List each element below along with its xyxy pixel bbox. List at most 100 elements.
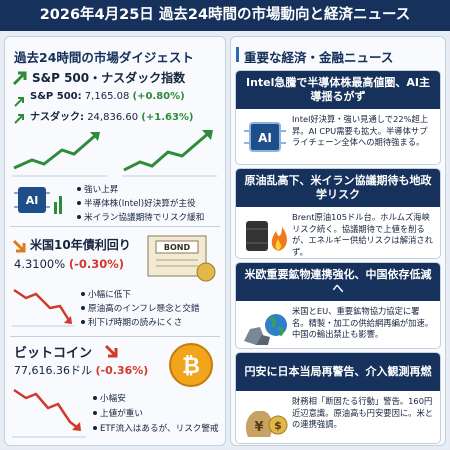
news-headline: 原油乱高下、米イラン協議期待も地政学リスク bbox=[236, 169, 440, 207]
decoration bbox=[249, 122, 281, 152]
news-headline: 円安に日本当局再警告、介入観測再燃 bbox=[236, 353, 440, 391]
decoration bbox=[14, 97, 24, 107]
news-body: 米国とEU、重要鉱物協力協定に署名。精製・加工の供給網再編が加速。中国の輸出禁止… bbox=[292, 306, 434, 339]
up-arrow bbox=[12, 70, 28, 86]
bullet: 上値が重い bbox=[92, 407, 143, 419]
down-arrow bbox=[12, 238, 26, 253]
decoration bbox=[169, 343, 213, 387]
chart-decor bbox=[12, 384, 86, 440]
quote-line: ナスダック: 24,836.60 (+1.63%) bbox=[30, 108, 194, 123]
bullet: 原油高のインフレ懸念と交錯 bbox=[80, 302, 199, 314]
decoration bbox=[275, 239, 282, 251]
quote-change: (+1.63%) bbox=[141, 112, 194, 123]
news-card: 米欧重要鉱物連携強化、中国依存低減へ米国とEU、重要鉱物協力協定に署名。精製・加… bbox=[235, 262, 441, 349]
news-body: Brent原油105ドル台。ホルムズ海峡リスク続く。協議期待で上値を削るが、エネ… bbox=[292, 212, 433, 257]
news-icon: AI bbox=[242, 117, 288, 157]
bullet: 利下げ時期の読みにくさ bbox=[80, 316, 182, 328]
quote-label: ナスダック: bbox=[30, 112, 84, 123]
chart-decor bbox=[12, 126, 217, 178]
chart-decor-svg bbox=[12, 130, 217, 177]
quote-value: 24,836.60 bbox=[87, 112, 139, 123]
decoration bbox=[246, 228, 268, 244]
decoration: ¥ bbox=[254, 420, 263, 435]
bond-icon: BOND bbox=[140, 232, 218, 284]
bullet: 米イラン協議期待でリスク緩和 bbox=[76, 211, 204, 223]
quote-change: (+0.80%) bbox=[132, 91, 185, 102]
bitcoin-icon-svg: ₿ bbox=[169, 343, 213, 387]
news-icon: ¥ $ bbox=[242, 397, 288, 441]
news-title: 重要な経済・金融ニュース bbox=[244, 50, 394, 65]
bitcoin-icon: ₿ bbox=[168, 342, 214, 388]
decoration bbox=[104, 344, 118, 358]
quote-line: 4.3100% (-0.30%) bbox=[14, 257, 124, 271]
news-icon-svg: AI bbox=[244, 122, 286, 152]
news-body: Intel好決算・強い見通しで22%超上昇。AI CPU需要も拡大。半導体サプラ… bbox=[292, 114, 429, 147]
section-title: S&P 500・ナスダック指数 bbox=[32, 71, 186, 85]
news-icon-svg bbox=[244, 314, 287, 345]
decoration bbox=[14, 192, 50, 208]
decoration bbox=[244, 130, 286, 144]
divider bbox=[10, 336, 220, 337]
bond-icon-svg: BOND bbox=[147, 235, 216, 282]
bullet: 小幅に低下 bbox=[80, 288, 131, 300]
decoration bbox=[72, 422, 81, 431]
decoration bbox=[13, 132, 98, 170]
news-card: 原油乱高下、米イラン協議期待も地政学リスク Brent原油105ドル台。ホルムズ海… bbox=[235, 168, 441, 259]
small-arrow-svg bbox=[14, 97, 24, 107]
decoration: AI bbox=[258, 131, 272, 145]
decoration bbox=[12, 71, 27, 86]
section-title: ビットコイン bbox=[14, 346, 93, 361]
decoration bbox=[269, 317, 284, 337]
bullet: ETF流入はあるが、リスク警戒 bbox=[92, 422, 219, 434]
quote-line: 77,616.36ドル (-0.36%) bbox=[14, 362, 148, 378]
decoration bbox=[90, 132, 100, 141]
news-icon bbox=[242, 307, 288, 347]
decoration bbox=[12, 239, 26, 253]
quote-value: 4.3100% bbox=[14, 257, 66, 271]
decoration bbox=[196, 262, 216, 282]
small-arrow bbox=[14, 92, 25, 107]
decoration bbox=[256, 335, 270, 345]
down-arrow bbox=[104, 343, 118, 358]
divider bbox=[10, 226, 220, 227]
header-title: 2026年4月25日 過去24時間の市場動向と経済ニュース bbox=[0, 0, 450, 31]
news-headline: 米欧重要鉱物連携強化、中国依存低減へ bbox=[236, 263, 440, 301]
decoration bbox=[271, 227, 287, 251]
news-card: Intel急騰で半導体株最高値圏、AI主導揺るがず Intel好決算・強い見通しで… bbox=[235, 70, 441, 165]
up-arrow-svg bbox=[12, 71, 27, 86]
decoration bbox=[245, 411, 273, 437]
decoration: AI bbox=[26, 194, 39, 207]
chart-decor bbox=[12, 282, 74, 328]
bullet: 半導体株(Intel)好決算が主役 bbox=[76, 197, 196, 209]
news-card: 円安に日本当局再警告、介入観測再燃財務相「断固たる行動」警告。160円近辺意識。… bbox=[235, 352, 441, 444]
decoration bbox=[268, 415, 288, 435]
small-arrow bbox=[14, 109, 25, 124]
decoration bbox=[156, 259, 198, 267]
market-title: 過去24時間の市場ダイジェスト bbox=[14, 50, 194, 65]
decoration bbox=[54, 202, 57, 214]
decoration bbox=[59, 196, 62, 214]
news-body: 財務相「断固たる行動」警告。160円近辺意識。原油高も円安要因に。米との連携強調… bbox=[292, 396, 434, 429]
quote-label: S&P 500: bbox=[30, 91, 82, 102]
quote-value: 7,165.08 bbox=[84, 91, 130, 102]
bullet: 強い上昇 bbox=[76, 183, 118, 195]
decoration bbox=[202, 130, 213, 140]
news-icon-svg: ¥ $ bbox=[245, 411, 288, 437]
decoration bbox=[64, 316, 72, 324]
decoration bbox=[13, 388, 79, 429]
down-arrow-svg bbox=[12, 239, 26, 253]
chart-decor-svg bbox=[12, 288, 74, 327]
decoration bbox=[155, 240, 199, 254]
quote-line: S&P 500: 7,165.08 (+0.80%) bbox=[30, 91, 185, 102]
decoration bbox=[123, 130, 211, 172]
news-headline: Intel急騰で半導体株最高値圏、AI主導揺るがず bbox=[236, 71, 440, 109]
decoration: $ bbox=[274, 419, 282, 432]
section-title: 米国10年債利回り bbox=[30, 238, 131, 252]
decoration: ₿ bbox=[182, 354, 200, 379]
ai-chip: AI bbox=[14, 184, 66, 216]
small-arrow-svg bbox=[14, 114, 24, 124]
down-arrow-svg bbox=[104, 344, 118, 358]
quote-change: (-0.30%) bbox=[68, 257, 125, 271]
decoration: BOND bbox=[164, 243, 191, 252]
